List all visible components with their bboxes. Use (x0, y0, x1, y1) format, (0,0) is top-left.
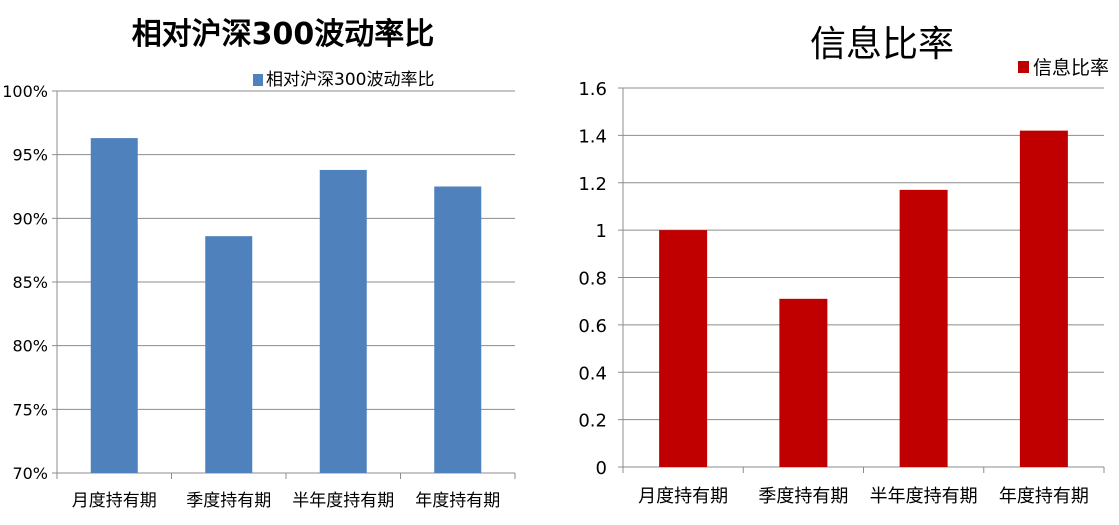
left-legend-label: 相对沪深300波动率比 (266, 70, 434, 90)
y-tick-label: 95% (12, 146, 48, 165)
y-tick-label: 90% (12, 209, 48, 228)
x-category-label: 月度持有期 (72, 491, 157, 511)
x-category-label: 年度持有期 (415, 491, 500, 511)
y-tick-label: 1.6 (578, 79, 607, 100)
bar-4 (1019, 130, 1068, 467)
y-tick-label: 0.6 (578, 316, 607, 337)
right-chart-y-ticks: 0 0.2 0.4 0.6 0.8 1 1.2 1.4 1.6 (578, 79, 607, 479)
left-chart-y-ticks: 70% 75% 80% 85% 90% 95% 100% (2, 82, 48, 483)
right-legend-swatch (1018, 61, 1029, 73)
x-category-label: 季度持有期 (758, 486, 848, 507)
y-tick-label: 0.8 (578, 269, 607, 290)
x-category-label: 季度持有期 (186, 491, 271, 511)
bar-3 (899, 189, 948, 467)
right-legend-label: 信息比率 (1033, 57, 1109, 79)
y-tick-label: 70% (12, 464, 48, 483)
y-tick-label: 85% (12, 273, 48, 292)
left-legend-swatch (253, 74, 263, 86)
right-chart: 信息比率 信息比率 0 0.2 0.4 0.6 0.8 1 1.2 1.4 1.6 月度持有期 季… (578, 24, 1109, 507)
x-category-label: 半年度持有期 (292, 491, 394, 511)
y-tick-label: 1.4 (578, 126, 607, 147)
bar-1 (90, 138, 138, 473)
right-chart-bars (659, 130, 1068, 467)
x-category-label: 月度持有期 (638, 486, 728, 507)
left-chart-title: 相对沪深300波动率比 (132, 17, 435, 52)
bar-2 (205, 236, 253, 473)
y-tick-label: 1 (596, 221, 607, 242)
right-chart-x-labels: 月度持有期 季度持有期 半年度持有期 年度持有期 (638, 486, 1089, 507)
y-tick-label: 100% (2, 82, 48, 101)
y-tick-label: 1.2 (578, 174, 607, 195)
y-tick-label: 80% (12, 337, 48, 356)
y-tick-label: 75% (12, 400, 48, 419)
bar-2 (779, 298, 828, 467)
x-category-label: 半年度持有期 (870, 486, 978, 507)
x-category-label: 年度持有期 (999, 486, 1089, 507)
left-chart-bars (90, 138, 482, 474)
left-chart: 相对沪深300波动率比 相对沪深300波动率比 70% 75% 80% 85% 90% 9… (2, 17, 516, 511)
bar-3 (319, 169, 367, 474)
bar-4 (434, 186, 482, 473)
bar-1 (659, 230, 708, 467)
left-chart-legend: 相对沪深300波动率比 (253, 70, 434, 90)
left-chart-x-labels: 月度持有期 季度持有期 半年度持有期 年度持有期 (72, 491, 501, 511)
y-tick-label: 0.2 (578, 411, 607, 432)
y-tick-label: 0.4 (578, 363, 607, 384)
right-chart-title: 信息比率 (810, 24, 954, 65)
y-tick-label: 0 (596, 458, 607, 479)
right-chart-legend: 信息比率 (1018, 57, 1109, 79)
